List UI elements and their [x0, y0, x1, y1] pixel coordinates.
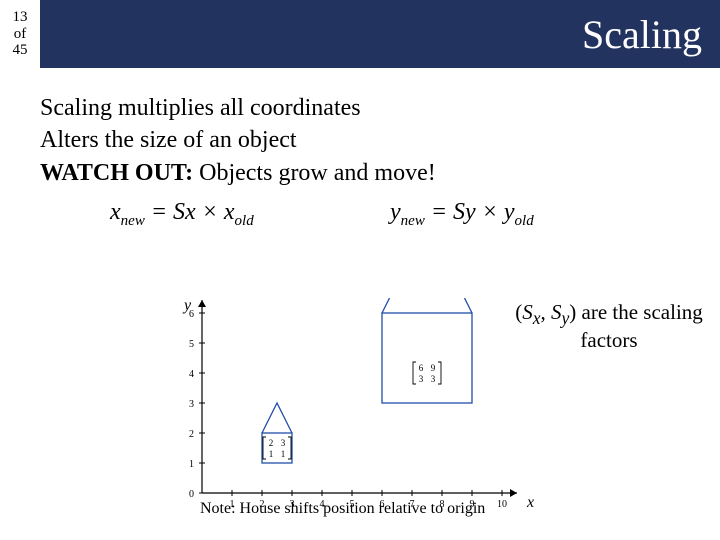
scaling-chart: 123456789100123456xy23116933 — [180, 298, 540, 518]
svg-text:1: 1 — [189, 459, 194, 470]
svg-text:4: 4 — [189, 369, 194, 380]
slide-body: Scaling multiplies all coordinates Alter… — [0, 68, 720, 230]
body-line-2: Alters the size of an object — [40, 124, 684, 156]
svg-text:2: 2 — [269, 438, 274, 448]
svg-text:x: x — [526, 494, 534, 508]
body-line-1: Scaling multiplies all coordinates — [40, 92, 684, 124]
chart-caption: Note: House shifts position relative to … — [200, 500, 485, 518]
svg-text:3: 3 — [431, 374, 436, 384]
svg-text:5: 5 — [189, 339, 194, 350]
equations-row: xnew = Sx × xold ynew = Sy × yold — [40, 199, 684, 230]
warning-prefix: WATCH OUT: — [40, 160, 193, 186]
svg-text:3: 3 — [419, 374, 424, 384]
warning-rest: Objects grow and move! — [193, 160, 436, 186]
slide-title: Scaling — [582, 11, 702, 58]
svg-text:1: 1 — [281, 449, 286, 459]
page-total: 45 — [13, 42, 28, 59]
scaling-factors-note: (Sx, Sy) are the scaling factors — [514, 300, 704, 352]
svg-text:3: 3 — [281, 438, 286, 448]
slide-title-bar: Scaling — [42, 0, 720, 68]
page-current: 13 — [13, 9, 28, 26]
page-of: of — [14, 26, 27, 43]
svg-text:9: 9 — [431, 363, 436, 373]
svg-text:y: y — [182, 298, 192, 314]
equation-y: ynew = Sy × yold — [390, 199, 534, 230]
body-line-3: WATCH OUT: Objects grow and move! — [40, 157, 684, 189]
equation-x: xnew = Sx × xold — [110, 199, 390, 230]
svg-text:3: 3 — [189, 399, 194, 410]
svg-text:10: 10 — [497, 499, 507, 508]
svg-text:0: 0 — [189, 489, 194, 500]
svg-text:2: 2 — [189, 429, 194, 440]
svg-text:1: 1 — [269, 449, 274, 459]
svg-text:6: 6 — [419, 363, 424, 373]
page-number: 13 of 45 — [0, 0, 42, 68]
